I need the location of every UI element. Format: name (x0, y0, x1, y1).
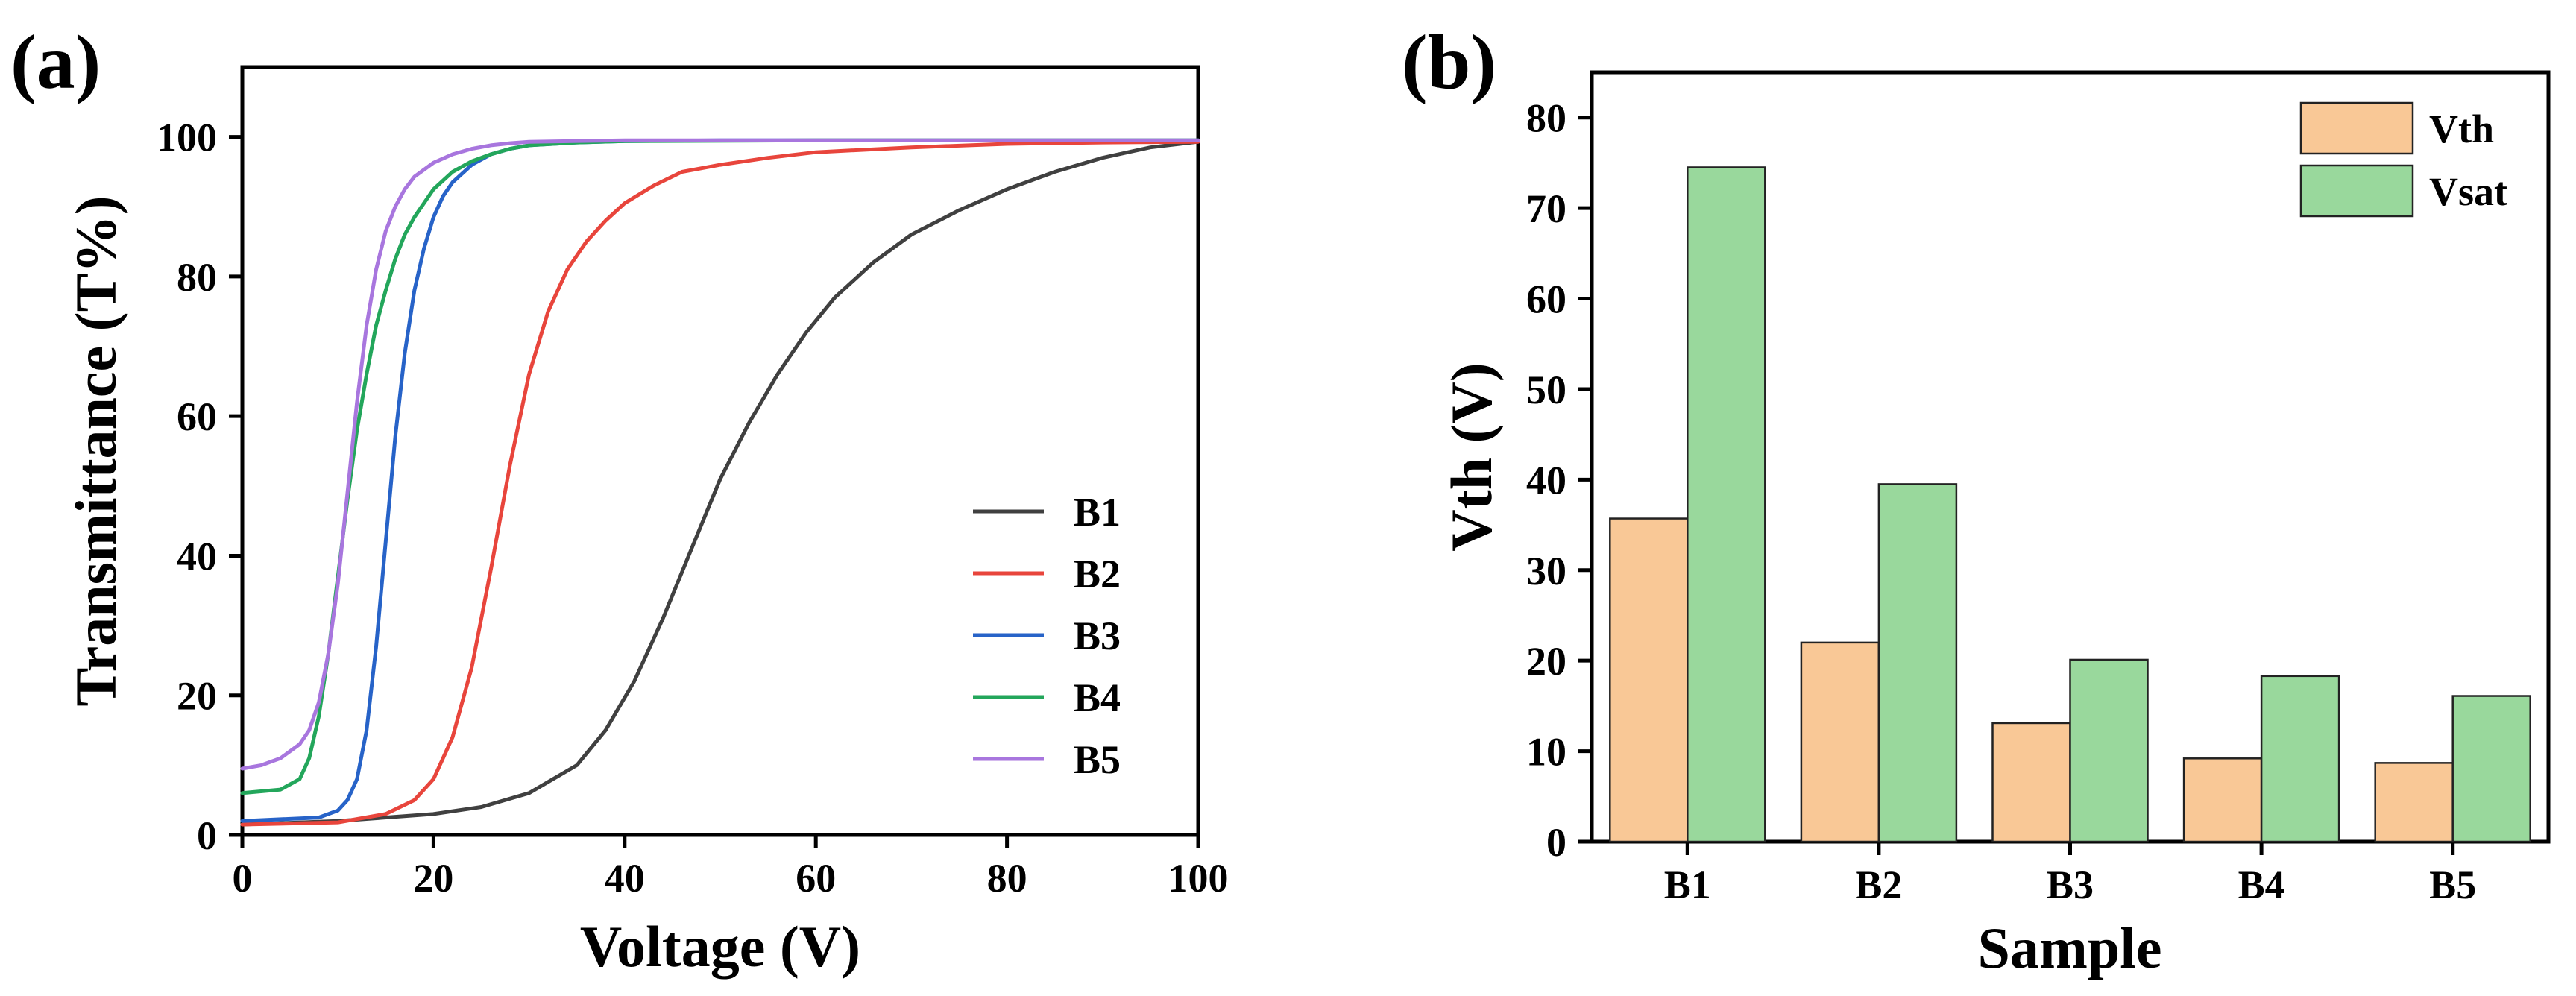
panel-a-y-axis-label: Transmittance (T%) (63, 195, 128, 706)
y-tick-label: 50 (1526, 368, 1566, 412)
y-tick-label: 100 (157, 116, 217, 160)
bar-vsat-b1 (1687, 166, 1766, 843)
panel-b-tag: (b) (1402, 19, 1496, 105)
panel-b-y-axis-label: Vth (V) (1439, 362, 1504, 551)
bar-vsat-b5 (2451, 695, 2531, 843)
y-tick-label: 40 (177, 534, 217, 579)
legend-label-b5: B5 (1074, 737, 1121, 782)
bar-vth-b2 (1800, 641, 1880, 843)
x-tick-label: 0 (233, 856, 253, 901)
bar-vsat-b2 (1877, 483, 1958, 843)
panel-a-curves (240, 138, 1200, 827)
x-tick-label: 80 (987, 856, 1027, 901)
y-tick-label: 40 (1526, 458, 1566, 502)
y-tick-label: 20 (1526, 639, 1566, 684)
bar-vth-b4 (2182, 757, 2263, 843)
legend-label-vth: Vth (2429, 107, 2494, 151)
bar-vth-b5 (2374, 762, 2454, 843)
legend-label-b1: B1 (1074, 490, 1121, 535)
panel-b-bars (1609, 166, 2531, 843)
panel-a-plot-frame (240, 65, 1200, 837)
panel-b-x-axis-label: Sample (1977, 915, 2161, 980)
panel-a-x-axis-label: Voltage (V) (580, 914, 860, 979)
bar-vsat-b4 (2260, 675, 2340, 843)
y-tick-label: 20 (177, 674, 217, 719)
y-tick-label: 70 (1526, 186, 1566, 231)
x-tick-label: B2 (1855, 863, 1902, 907)
y-tick-label: 80 (177, 255, 217, 300)
panel-a-axis-ticks: 0 20 40 60 80 100 0 20 40 60 80 100 (157, 116, 1229, 901)
x-tick-label: B4 (2238, 863, 2285, 907)
bar-vth-b3 (1991, 722, 2071, 843)
bar-vsat-b3 (2069, 658, 2149, 843)
x-tick-label: 100 (1168, 856, 1229, 901)
bar-vth-b1 (1609, 517, 1689, 843)
x-tick-label: 60 (796, 856, 836, 901)
panel-b-axis-ticks: 0 10 20 30 40 50 60 70 80 B1 B2 B3 B4 B5 (1526, 96, 2476, 907)
y-tick-label: 60 (177, 394, 217, 439)
x-tick-label: 20 (413, 856, 453, 901)
panel-b-legend: Vth Vsat (2299, 101, 2507, 218)
series-line-b2 (240, 139, 1200, 827)
series-line-b1 (240, 139, 1200, 827)
legend-swatch-vsat (2299, 164, 2414, 218)
x-tick-label: B5 (2429, 863, 2476, 907)
panel-a-tag: (a) (10, 19, 101, 105)
legend-swatch-vth (2299, 101, 2414, 155)
x-tick-label: 40 (605, 856, 645, 901)
x-tick-label: B3 (2047, 863, 2094, 907)
legend-label-b4: B4 (1074, 675, 1121, 720)
panel-a-legend: B1 B2 B3 B4 B5 (973, 490, 1121, 782)
y-tick-label: 30 (1526, 549, 1566, 593)
legend-label-b3: B3 (1074, 614, 1121, 658)
y-tick-label: 0 (197, 813, 217, 858)
legend-label-b2: B2 (1074, 552, 1121, 596)
y-tick-label: 60 (1526, 277, 1566, 322)
y-tick-label: 80 (1526, 96, 1566, 141)
x-tick-label: B1 (1664, 863, 1711, 907)
y-tick-label: 0 (1546, 820, 1566, 865)
legend-label-vsat: Vsat (2429, 169, 2507, 214)
y-tick-label: 10 (1526, 730, 1566, 775)
series-line-b5 (240, 138, 1200, 771)
